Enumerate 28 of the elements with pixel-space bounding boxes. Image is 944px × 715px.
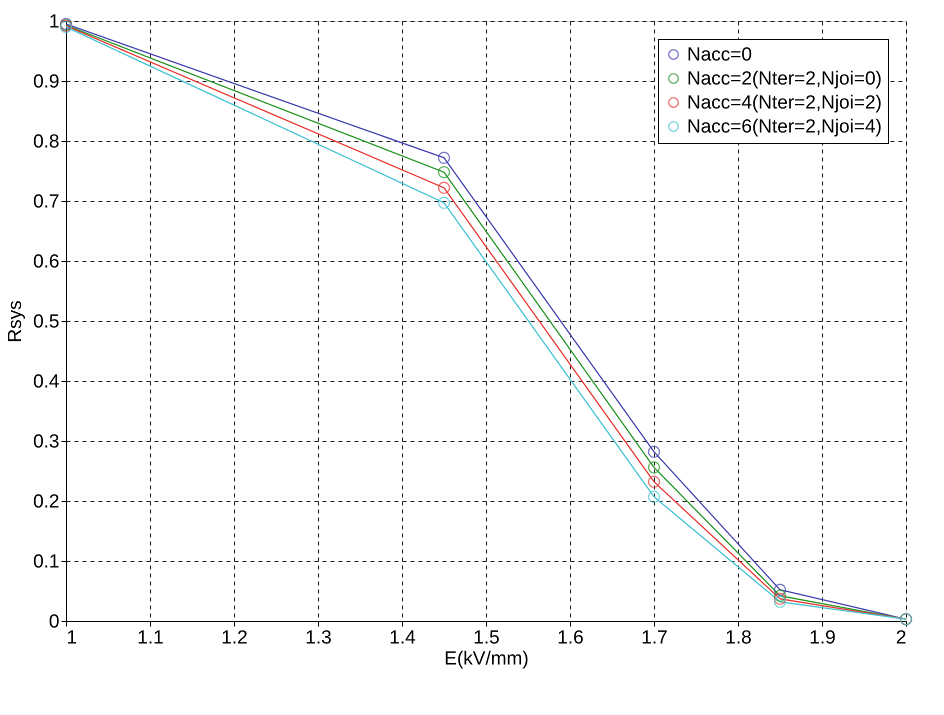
y-tick-label: 0.8 — [33, 132, 60, 152]
y-tick-label: 1 — [48, 12, 60, 32]
y-tick-label: 0.1 — [33, 552, 60, 572]
y-tick-label: 0.3 — [33, 432, 60, 452]
x-tick-label: 1.6 — [557, 628, 584, 648]
x-tick-label: 1.4 — [389, 628, 416, 648]
y-tick-label: 0.6 — [33, 252, 60, 272]
x-tick-label: 1.7 — [641, 628, 668, 648]
y-axis-title: Rsys — [5, 300, 26, 343]
x-tick-label: 2 — [896, 628, 906, 648]
x-tick-label: 1.2 — [221, 628, 248, 648]
y-tick-label: 0.2 — [33, 492, 60, 512]
y-tick-label: 0.9 — [33, 72, 60, 92]
x-tick-label: 1.1 — [137, 628, 164, 648]
x-tick-label: 1.9 — [809, 628, 836, 648]
y-tick-label: 0.5 — [33, 312, 60, 332]
y-tick-label: 0.4 — [33, 372, 60, 392]
y-tick-label: 0 — [48, 612, 60, 632]
legend-label: Nacc=6(Nter=2,Njoi=4) — [687, 116, 882, 138]
x-tick-label: 1.8 — [725, 628, 752, 648]
legend-label: Nacc=2(Nter=2,Njoi=0) — [687, 68, 882, 90]
x-tick-label: 1.3 — [305, 628, 332, 648]
x-tick-label: 1.5 — [473, 628, 500, 648]
y-tick-label: 0.7 — [33, 192, 60, 212]
legend-label: Nacc=0 — [687, 44, 752, 66]
x-axis-title: E(kV/mm) — [444, 648, 529, 670]
x-tick-label: 1 — [66, 628, 78, 648]
legend-label: Nacc=4(Nter=2,Njoi=2) — [687, 92, 882, 114]
